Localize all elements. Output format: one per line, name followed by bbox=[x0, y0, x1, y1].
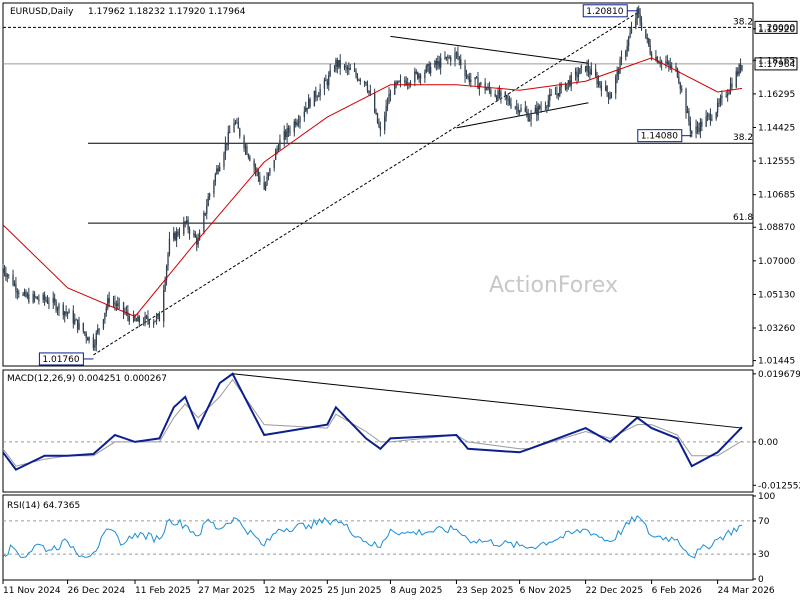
price-annotation: 1.01760 bbox=[38, 352, 94, 366]
price-level-box: 1.20000 bbox=[754, 20, 798, 34]
fib-level-label: 61.8 bbox=[733, 213, 753, 223]
rsi-line bbox=[2, 515, 743, 559]
x-tick-label: 24 Mar 2026 bbox=[718, 586, 775, 596]
price-panel: EURUSD,Daily 1.17962 1.18232 1.17920 1.1… bbox=[2, 0, 798, 367]
price-levels: 38.2 1.20000 1.17964 38.2 61.8 bbox=[3, 17, 798, 224]
price-annotation-value: 1.20810 bbox=[586, 7, 623, 17]
price-trendlines bbox=[93, 12, 638, 356]
macd-tick-label: 0.019679 bbox=[758, 370, 800, 380]
x-tick-label: 22 Dec 2025 bbox=[586, 586, 644, 596]
price-tick-label: 1.19920 bbox=[758, 25, 795, 35]
macd-signal-line bbox=[2, 378, 743, 467]
macd-panel: MACD(12,26,9) 0.004251 0.000267 0.019679… bbox=[2, 369, 800, 493]
price-panel-frame bbox=[2, 2, 754, 367]
rsi-y-axis: 100 70 30 0 bbox=[753, 492, 775, 585]
price-annotation: 1.14080 bbox=[637, 129, 692, 143]
price-tick-label: 1.08870 bbox=[758, 223, 795, 233]
rsi-tick-label: 70 bbox=[758, 517, 770, 527]
price-annotations: 1.20810 1.14080 1.01760 bbox=[38, 4, 692, 366]
price-tick-label: 1.03260 bbox=[758, 324, 795, 334]
x-axis: 11 Nov 2024 26 Dec 2024 11 Feb 2025 27 Mar … bbox=[2, 580, 775, 596]
macd-tick-label: -0.012552 bbox=[758, 481, 800, 491]
price-trendline bbox=[93, 12, 638, 356]
fib-level-label: 38.2 bbox=[733, 17, 753, 27]
price-level-box-frame bbox=[754, 20, 798, 34]
macd-line bbox=[2, 372, 743, 471]
price-tick-label: 1.05130 bbox=[758, 290, 795, 300]
x-tick-label: 6 Nov 2025 bbox=[520, 586, 572, 596]
rsi-tick-label: 30 bbox=[758, 550, 770, 560]
ohlc-label: 1.17962 1.18232 1.17920 1.17964 bbox=[88, 7, 246, 17]
ma-line bbox=[2, 57, 743, 318]
symbol-label: EURUSD,Daily bbox=[10, 7, 74, 17]
watermark: ActionForex bbox=[489, 273, 618, 298]
price-tick-label: 1.14425 bbox=[758, 123, 795, 133]
price-trendline bbox=[390, 35, 589, 64]
fib-level-label: 38.2 bbox=[733, 133, 753, 143]
price-tick-label: 1.18165 bbox=[758, 56, 795, 66]
price-level-value: 1.17964 bbox=[758, 60, 795, 70]
x-tick-label: 26 Dec 2024 bbox=[68, 586, 126, 596]
price-level-box: 1.17964 bbox=[754, 57, 798, 71]
price-annotation-value: 1.01760 bbox=[42, 355, 79, 365]
macd-title: MACD(12,26,9) 0.004251 0.000267 bbox=[7, 374, 167, 384]
macd-tick-label: 0.00 bbox=[758, 438, 778, 448]
x-tick-label: 25 Jun 2025 bbox=[327, 586, 381, 596]
price-y-axis: 1.21800 1.19920 1.18165 1.16295 1.14425 1.125… bbox=[753, 0, 795, 367]
x-tick-label: 27 Mar 2025 bbox=[198, 586, 255, 596]
candles bbox=[2, 5, 743, 352]
x-tick-label: 11 Feb 2025 bbox=[135, 586, 191, 596]
x-tick-label: 6 Feb 2026 bbox=[652, 586, 703, 596]
price-tick-label: 1.01445 bbox=[758, 357, 795, 367]
price-level-value: 1.20000 bbox=[758, 23, 795, 33]
price-trendline bbox=[456, 102, 589, 129]
x-tick-label: 11 Nov 2024 bbox=[3, 586, 61, 596]
x-tick-label: 8 Aug 2025 bbox=[390, 586, 442, 596]
price-tick-label: 1.16295 bbox=[758, 90, 795, 100]
macd-panel-frame bbox=[2, 369, 754, 493]
rsi-tick-label: 100 bbox=[758, 492, 775, 502]
macd-trendline bbox=[232, 373, 743, 429]
price-annotation: 1.20810 bbox=[582, 4, 638, 18]
price-tick-label: 1.21800 bbox=[758, 0, 795, 1]
rsi-grid bbox=[3, 520, 753, 555]
x-tick-label: 12 May 2025 bbox=[264, 586, 323, 596]
rsi-tick-label: 0 bbox=[758, 575, 764, 585]
x-tick-label: 23 Sep 2025 bbox=[456, 586, 513, 596]
price-tick-label: 1.07000 bbox=[758, 257, 795, 267]
rsi-title: RSI(14) 64.7365 bbox=[7, 501, 80, 511]
price-tick-label: 1.12555 bbox=[758, 157, 795, 167]
price-annotation-value: 1.14080 bbox=[641, 132, 678, 142]
rsi-panel: RSI(14) 64.7365 100 70 30 0 bbox=[2, 492, 775, 585]
rsi-panel-frame bbox=[2, 494, 754, 581]
price-level-box-frame bbox=[754, 57, 798, 71]
price-tick-label: 1.10685 bbox=[758, 191, 795, 201]
macd-y-axis: 0.019679 0.00 -0.012552 bbox=[753, 370, 800, 491]
